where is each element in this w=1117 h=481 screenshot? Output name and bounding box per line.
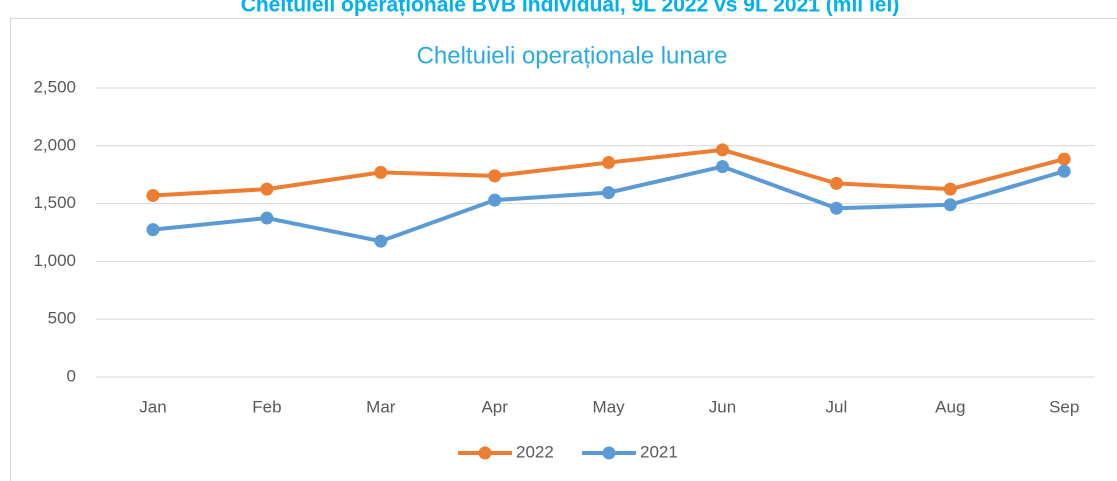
chart-title: Cheltuieli operaționale lunare [417,42,728,69]
data-point [488,193,502,207]
data-point [716,160,729,174]
x-tick-label: May [593,397,626,416]
data-point [716,143,729,157]
data-point [1057,164,1071,178]
data-point [374,234,388,248]
y-tick-label: 2,500 [33,77,76,96]
data-point [829,176,843,190]
data-point [146,223,160,237]
legend-marker [602,446,616,460]
legend-label: 2021 [640,442,678,461]
data-point [260,182,274,196]
x-tick-label: Aug [935,397,965,416]
y-tick-label: 500 [48,309,76,328]
x-tick-label: Apr [481,397,508,416]
x-tick-label: Mar [366,397,396,416]
x-tick-label: Sep [1049,397,1079,416]
legend-marker [478,446,492,460]
data-point [829,201,843,215]
data-point [1057,152,1071,166]
x-tick-label: Jan [139,397,166,416]
y-tick-label: 1,500 [33,193,76,212]
data-point [374,165,388,179]
x-tick-label: Jul [826,397,848,416]
data-point [146,189,160,203]
data-point [260,211,274,225]
legend-label: 2022 [516,442,554,461]
x-tick-label: Jun [709,397,736,416]
chart-frame [10,18,1117,481]
data-point [602,156,616,170]
x-tick-label: Feb [252,397,281,416]
data-point [943,182,957,196]
y-tick-label: 0 [67,366,76,385]
data-point [602,186,616,200]
page-heading: Cheltuieli operaționale BVB Individual, … [241,0,900,17]
data-point [943,198,957,212]
y-tick-label: 1,000 [33,251,76,270]
y-tick-label: 2,000 [33,135,76,154]
data-point [488,169,502,183]
